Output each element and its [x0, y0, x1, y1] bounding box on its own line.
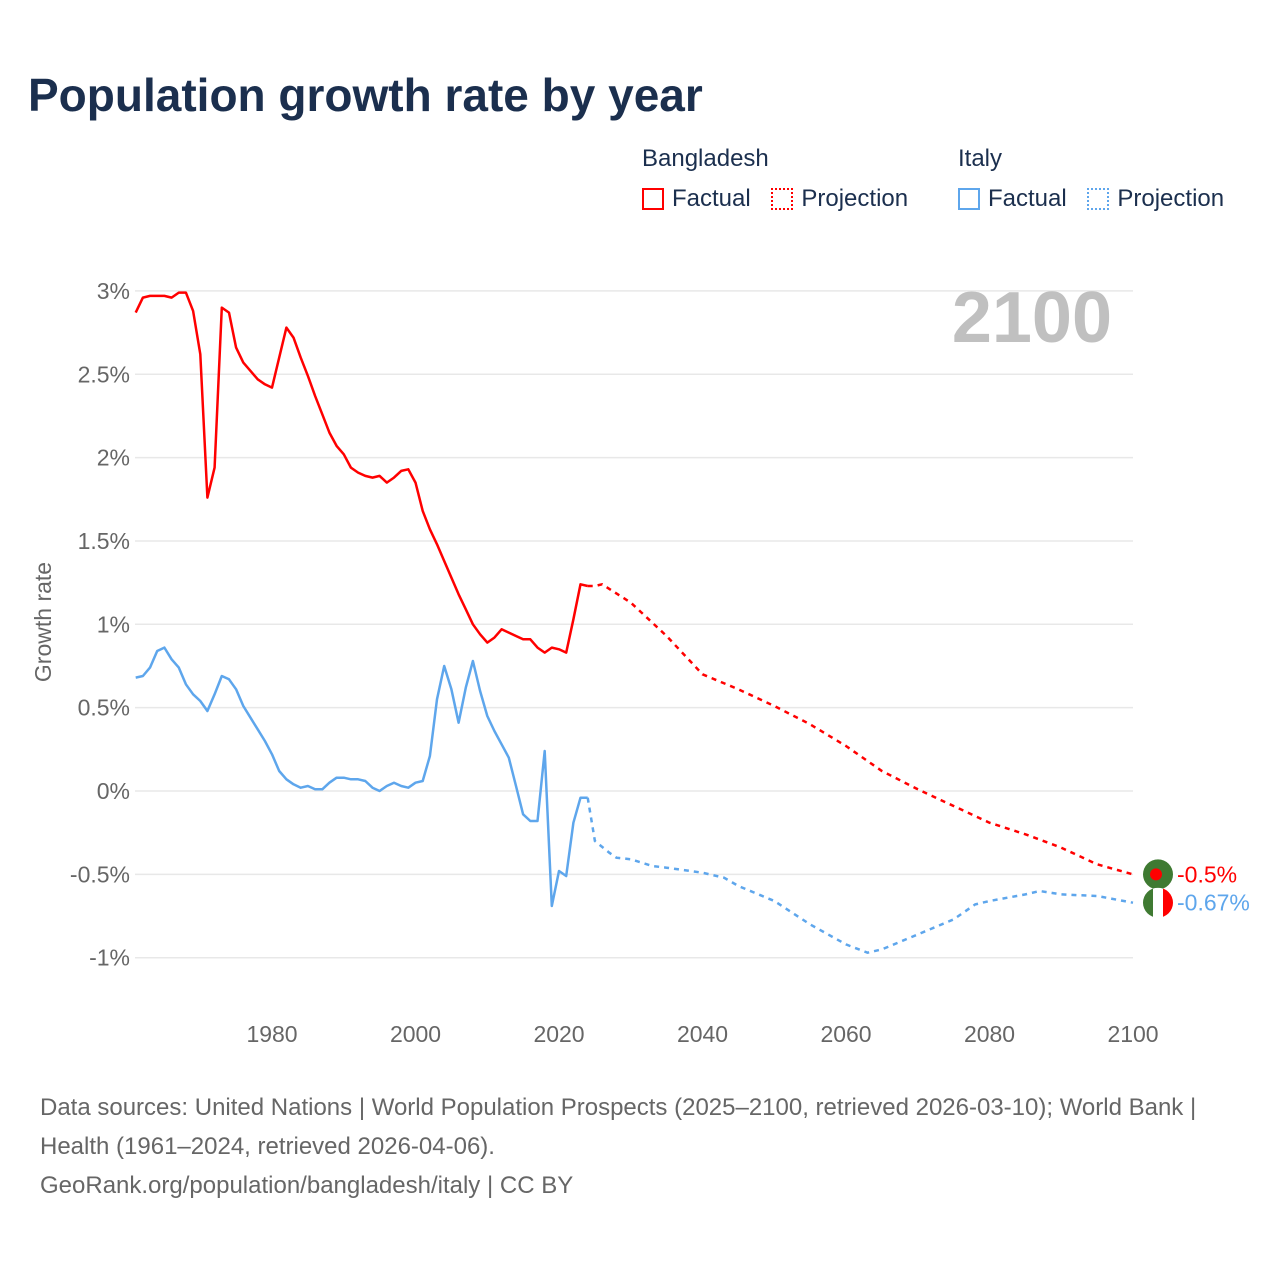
y-tick-label: 2%: [97, 445, 130, 471]
legend-italy: Italy Factual Projection: [958, 145, 1224, 217]
legend-label: Factual: [672, 185, 751, 212]
y-tick-label: 1%: [97, 611, 130, 637]
flag-white: [1153, 887, 1163, 918]
data-sources: Data sources: United Nations | World Pop…: [40, 1094, 1197, 1160]
footer: Data sources: United Nations | World Pop…: [40, 1088, 1240, 1205]
y-axis-label: Growth rate: [30, 562, 56, 682]
x-tick-label: 2020: [533, 1021, 584, 1047]
legend-swatch-dotted: [771, 188, 794, 210]
current-year-label: 2100: [952, 278, 1112, 358]
x-tick-label: 2040: [677, 1021, 728, 1047]
x-tick-label: 2100: [1107, 1021, 1158, 1047]
flag-green: [1143, 887, 1153, 918]
bangladesh-flag-icon: [1143, 859, 1173, 890]
legend-group-label: Italy: [958, 145, 1003, 172]
italy-factual-line: [135, 646, 588, 908]
y-tick-label: 3%: [97, 278, 130, 304]
y-tick-label: 0.5%: [78, 695, 130, 721]
chart-plot: 3% 2.5% 2% 1.5% 1% 0.5% 0% -0.5% -1% 1980 2000 2020…: [30, 278, 1250, 1047]
bangladesh-projection-line: [587, 582, 1134, 876]
y-tick-label: 2.5%: [78, 361, 130, 387]
legend-label: Projection: [1117, 185, 1225, 212]
legend-label: Factual: [988, 185, 1067, 212]
y-tick-label: -1%: [89, 945, 130, 971]
italy-end-value-label: -0.67%: [1177, 890, 1250, 916]
legend-italy-projection[interactable]: Projection: [1087, 185, 1224, 213]
chart-title: Population growth rate by year: [28, 69, 703, 121]
x-tick-label: 2060: [820, 1021, 871, 1047]
bangladesh-factual-line: [134, 291, 588, 654]
y-tick-label: -0.5%: [70, 861, 130, 887]
bangladesh-end-value-label: -0.5%: [1177, 861, 1237, 887]
x-tick-label: 2000: [390, 1021, 441, 1047]
x-tick-label: 1980: [246, 1021, 297, 1047]
italy-projection-line: [586, 797, 1134, 955]
flag-disc: [1150, 868, 1162, 881]
source-link[interactable]: GeoRank.org/population/bangladesh/italy …: [40, 1172, 574, 1199]
x-tick-label: 2080: [964, 1021, 1015, 1047]
italy-flag-icon: [1143, 887, 1173, 918]
legend-label: Projection: [801, 185, 909, 212]
flag-red: [1163, 887, 1173, 918]
y-tick-label: 0%: [97, 778, 130, 804]
legend-swatch-dotted: [1087, 188, 1110, 210]
legend-bangladesh-factual[interactable]: Factual: [642, 185, 751, 213]
legend-swatch-solid: [958, 188, 980, 210]
legend-bangladesh-projection[interactable]: Projection: [771, 185, 908, 213]
y-tick-label: 1.5%: [78, 528, 130, 554]
legend-swatch-solid: [642, 188, 664, 210]
legend-group-label: Bangladesh: [642, 145, 769, 172]
legend-italy-factual[interactable]: Factual: [958, 185, 1067, 213]
legend-bangladesh: Bangladesh Factual Projection: [642, 145, 922, 217]
